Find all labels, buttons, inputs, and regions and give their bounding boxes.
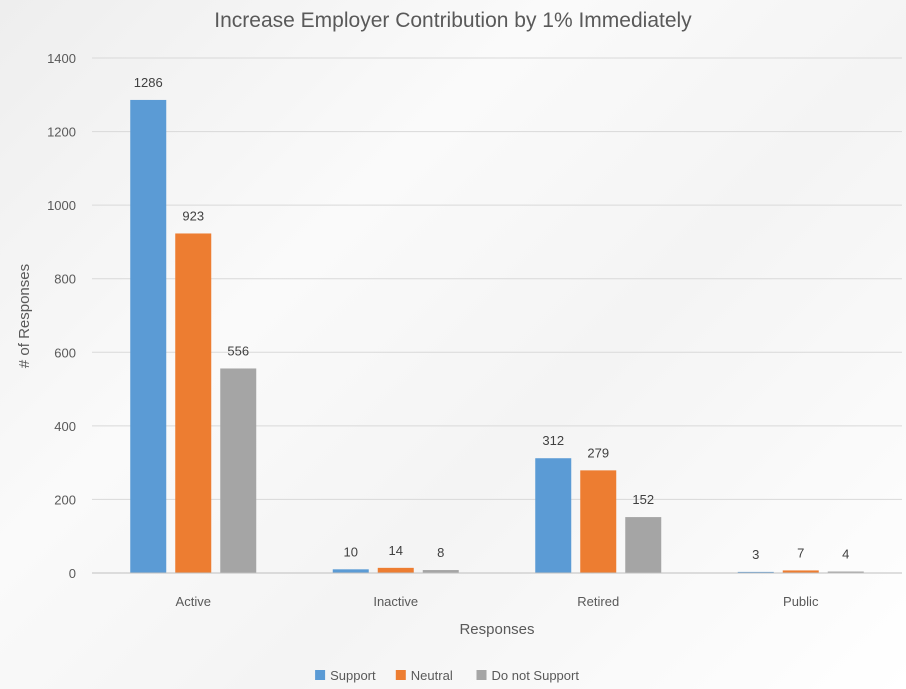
data-label: 4 [842,547,849,562]
data-label: 7 [797,545,804,560]
data-label: 923 [182,208,204,223]
y-axis-title: # of Responses [16,264,33,368]
y-tick-label: 600 [54,345,76,360]
y-tick-label: 1000 [47,198,76,213]
bar-public-do-not-support [827,571,864,573]
x-axis-ticks: Active Inactive Retired Public [176,594,819,609]
data-label: 14 [389,543,403,558]
bar-public-support [737,571,774,573]
data-label: 8 [437,545,444,560]
data-label: 312 [542,433,564,448]
gridlines [92,57,902,500]
bar-retired-neutral [580,470,617,573]
y-tick-label: 800 [54,272,76,287]
y-axis-ticks: 0 200 400 600 800 1000 1200 1400 [47,51,76,581]
data-label: 279 [587,445,609,460]
bar-inactive-do-not-support [422,570,459,573]
legend: Support Neutral Do not Support [315,668,579,683]
legend-label: Do not Support [492,668,580,683]
x-axis-title: Responses [459,621,534,638]
x-tick-label: Retired [577,594,619,609]
bar-retired-do-not-support [625,517,662,573]
bar-inactive-neutral [377,567,414,573]
data-label: 1286 [134,75,163,90]
bar-public-neutral [782,570,819,573]
bar-retired-support [535,458,572,573]
legend-swatch [395,670,406,680]
x-tick-label: Inactive [373,594,418,609]
bar-inactive-support [332,569,369,573]
x-tick-label: Active [176,594,211,609]
y-tick-label: 0 [69,566,76,581]
y-tick-label: 400 [54,419,76,434]
bar-active-neutral [175,233,212,574]
bar-active-do-not-support [220,368,257,573]
data-label: 556 [227,343,249,358]
legend-label: Neutral [411,668,453,683]
y-tick-label: 1400 [47,51,76,66]
bar-active-support [130,99,167,573]
data-label: 3 [752,547,759,562]
x-tick-label: Public [783,594,819,609]
bars [130,99,864,574]
legend-label: Support [330,668,376,683]
chart-title: Increase Employer Contribution by 1% Imm… [214,9,692,32]
y-tick-label: 1200 [47,125,76,140]
legend-swatch [315,670,326,680]
data-label: 152 [632,492,654,507]
y-tick-label: 200 [54,492,76,507]
data-label: 10 [344,544,358,559]
legend-swatch [476,670,487,680]
data-labels: 1286 923 556 10 14 8 312 279 152 3 7 4 [134,75,850,562]
